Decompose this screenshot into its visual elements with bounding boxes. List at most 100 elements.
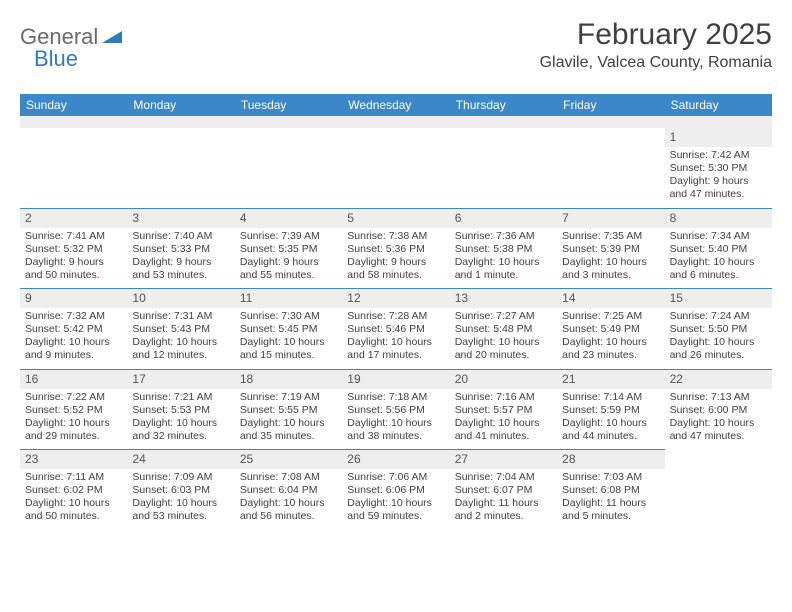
day-body: Sunrise: 7:27 AMSunset: 5:48 PMDaylight:… bbox=[450, 308, 557, 369]
calendar: SundayMondayTuesdayWednesdayThursdayFrid… bbox=[20, 94, 772, 530]
sunrise-text: Sunrise: 7:34 AM bbox=[670, 230, 767, 243]
sunrise-text: Sunrise: 7:31 AM bbox=[132, 310, 229, 323]
sunset-text: Sunset: 5:50 PM bbox=[670, 323, 767, 336]
day-body bbox=[665, 454, 772, 510]
day-body: Sunrise: 7:04 AMSunset: 6:07 PMDaylight:… bbox=[450, 469, 557, 530]
sunrise-text: Sunrise: 7:25 AM bbox=[562, 310, 659, 323]
week-row: 1Sunrise: 7:42 AMSunset: 5:30 PMDaylight… bbox=[20, 128, 772, 208]
day-number: 12 bbox=[342, 289, 449, 308]
sunrise-text: Sunrise: 7:13 AM bbox=[670, 391, 767, 404]
sunset-text: Sunset: 5:30 PM bbox=[670, 162, 767, 175]
daylight-text: Daylight: 10 hours and 1 minute. bbox=[455, 256, 552, 282]
daylight-text: Daylight: 9 hours and 47 minutes. bbox=[670, 175, 767, 201]
day-cell: 9Sunrise: 7:32 AMSunset: 5:42 PMDaylight… bbox=[20, 288, 127, 369]
day-cell: 10Sunrise: 7:31 AMSunset: 5:43 PMDayligh… bbox=[127, 288, 234, 369]
sunrise-text: Sunrise: 7:38 AM bbox=[347, 230, 444, 243]
sunset-text: Sunset: 5:42 PM bbox=[25, 323, 122, 336]
day-cell: 11Sunrise: 7:30 AMSunset: 5:45 PMDayligh… bbox=[235, 288, 342, 369]
day-number: 9 bbox=[20, 289, 127, 308]
day-cell: 4Sunrise: 7:39 AMSunset: 5:35 PMDaylight… bbox=[235, 208, 342, 289]
header: General February 2025 Glavile, Valcea Co… bbox=[20, 18, 772, 72]
day-body: Sunrise: 7:41 AMSunset: 5:32 PMDaylight:… bbox=[20, 228, 127, 289]
day-body: Sunrise: 7:38 AMSunset: 5:36 PMDaylight:… bbox=[342, 228, 449, 289]
sunrise-text: Sunrise: 7:16 AM bbox=[455, 391, 552, 404]
day-number: 10 bbox=[127, 289, 234, 308]
day-cell: 6Sunrise: 7:36 AMSunset: 5:38 PMDaylight… bbox=[450, 208, 557, 289]
weekday-header: Monday bbox=[127, 94, 234, 116]
sunrise-text: Sunrise: 7:35 AM bbox=[562, 230, 659, 243]
day-cell: 21Sunrise: 7:14 AMSunset: 5:59 PMDayligh… bbox=[557, 369, 664, 450]
day-body: Sunrise: 7:28 AMSunset: 5:46 PMDaylight:… bbox=[342, 308, 449, 369]
week-row: 16Sunrise: 7:22 AMSunset: 5:52 PMDayligh… bbox=[20, 369, 772, 450]
weekday-header: Friday bbox=[557, 94, 664, 116]
sunset-text: Sunset: 6:03 PM bbox=[132, 484, 229, 497]
day-cell: 14Sunrise: 7:25 AMSunset: 5:49 PMDayligh… bbox=[557, 288, 664, 369]
sunset-text: Sunset: 5:46 PM bbox=[347, 323, 444, 336]
weekday-header: Wednesday bbox=[342, 94, 449, 116]
sunrise-text: Sunrise: 7:32 AM bbox=[25, 310, 122, 323]
sunset-text: Sunset: 5:33 PM bbox=[132, 243, 229, 256]
day-body: Sunrise: 7:08 AMSunset: 6:04 PMDaylight:… bbox=[235, 469, 342, 530]
sunset-text: Sunset: 5:48 PM bbox=[455, 323, 552, 336]
sunset-text: Sunset: 5:53 PM bbox=[132, 404, 229, 417]
day-number: 26 bbox=[342, 450, 449, 469]
day-number: 15 bbox=[665, 289, 772, 308]
week-row: 2Sunrise: 7:41 AMSunset: 5:32 PMDaylight… bbox=[20, 208, 772, 289]
week-row: 23Sunrise: 7:11 AMSunset: 6:02 PMDayligh… bbox=[20, 449, 772, 530]
sunset-text: Sunset: 5:59 PM bbox=[562, 404, 659, 417]
day-number: 21 bbox=[557, 370, 664, 389]
day-cell: 26Sunrise: 7:06 AMSunset: 6:06 PMDayligh… bbox=[342, 449, 449, 530]
day-cell: 23Sunrise: 7:11 AMSunset: 6:02 PMDayligh… bbox=[20, 449, 127, 530]
day-number: 25 bbox=[235, 450, 342, 469]
weekday-header: Sunday bbox=[20, 94, 127, 116]
day-body: Sunrise: 7:18 AMSunset: 5:56 PMDaylight:… bbox=[342, 389, 449, 450]
day-body: Sunrise: 7:39 AMSunset: 5:35 PMDaylight:… bbox=[235, 228, 342, 289]
daylight-text: Daylight: 11 hours and 5 minutes. bbox=[562, 497, 659, 523]
sunset-text: Sunset: 6:02 PM bbox=[25, 484, 122, 497]
day-body: Sunrise: 7:03 AMSunset: 6:08 PMDaylight:… bbox=[557, 469, 664, 530]
day-body bbox=[235, 132, 342, 188]
weekday-header: Thursday bbox=[450, 94, 557, 116]
sunrise-text: Sunrise: 7:42 AM bbox=[670, 149, 767, 162]
daylight-text: Daylight: 9 hours and 58 minutes. bbox=[347, 256, 444, 282]
sunrise-text: Sunrise: 7:06 AM bbox=[347, 471, 444, 484]
sunrise-text: Sunrise: 7:19 AM bbox=[240, 391, 337, 404]
sunset-text: Sunset: 5:52 PM bbox=[25, 404, 122, 417]
day-cell: 22Sunrise: 7:13 AMSunset: 6:00 PMDayligh… bbox=[665, 369, 772, 450]
day-number: 17 bbox=[127, 370, 234, 389]
daylight-text: Daylight: 10 hours and 6 minutes. bbox=[670, 256, 767, 282]
day-body: Sunrise: 7:09 AMSunset: 6:03 PMDaylight:… bbox=[127, 469, 234, 530]
sunrise-text: Sunrise: 7:27 AM bbox=[455, 310, 552, 323]
daylight-text: Daylight: 10 hours and 35 minutes. bbox=[240, 417, 337, 443]
day-body: Sunrise: 7:32 AMSunset: 5:42 PMDaylight:… bbox=[20, 308, 127, 369]
daylight-text: Daylight: 11 hours and 2 minutes. bbox=[455, 497, 552, 523]
title-block: February 2025 Glavile, Valcea County, Ro… bbox=[540, 18, 772, 72]
day-body bbox=[20, 132, 127, 188]
day-cell: 15Sunrise: 7:24 AMSunset: 5:50 PMDayligh… bbox=[665, 288, 772, 369]
day-body bbox=[557, 132, 664, 188]
daylight-text: Daylight: 10 hours and 32 minutes. bbox=[132, 417, 229, 443]
sunset-text: Sunset: 5:56 PM bbox=[347, 404, 444, 417]
day-number: 28 bbox=[557, 450, 664, 469]
empty-day-cell bbox=[557, 128, 664, 208]
day-number: 22 bbox=[665, 370, 772, 389]
daylight-text: Daylight: 10 hours and 15 minutes. bbox=[240, 336, 337, 362]
daylight-text: Daylight: 10 hours and 41 minutes. bbox=[455, 417, 552, 443]
day-body: Sunrise: 7:31 AMSunset: 5:43 PMDaylight:… bbox=[127, 308, 234, 369]
weekday-header: Saturday bbox=[665, 94, 772, 116]
day-cell: 20 Sunrise: 7:16 AMSunset: 5:57 PMDayligh… bbox=[450, 369, 557, 450]
day-body bbox=[342, 132, 449, 188]
day-number: 11 bbox=[235, 289, 342, 308]
empty-day-cell bbox=[127, 128, 234, 208]
weekday-header: Tuesday bbox=[235, 94, 342, 116]
day-cell: 25Sunrise: 7:08 AMSunset: 6:04 PMDayligh… bbox=[235, 449, 342, 530]
sunrise-text: Sunrise: 7:21 AM bbox=[132, 391, 229, 404]
sunrise-text: Sunrise: 7:24 AM bbox=[670, 310, 767, 323]
day-cell: 12Sunrise: 7:28 AMSunset: 5:46 PMDayligh… bbox=[342, 288, 449, 369]
sunset-text: Sunset: 5:57 PM bbox=[455, 404, 552, 417]
sunrise-text: Sunrise: 7:22 AM bbox=[25, 391, 122, 404]
day-number: 20 bbox=[450, 370, 557, 389]
day-number: 13 bbox=[450, 289, 557, 308]
day-cell: 16Sunrise: 7:22 AMSunset: 5:52 PMDayligh… bbox=[20, 369, 127, 450]
sunset-text: Sunset: 6:07 PM bbox=[455, 484, 552, 497]
